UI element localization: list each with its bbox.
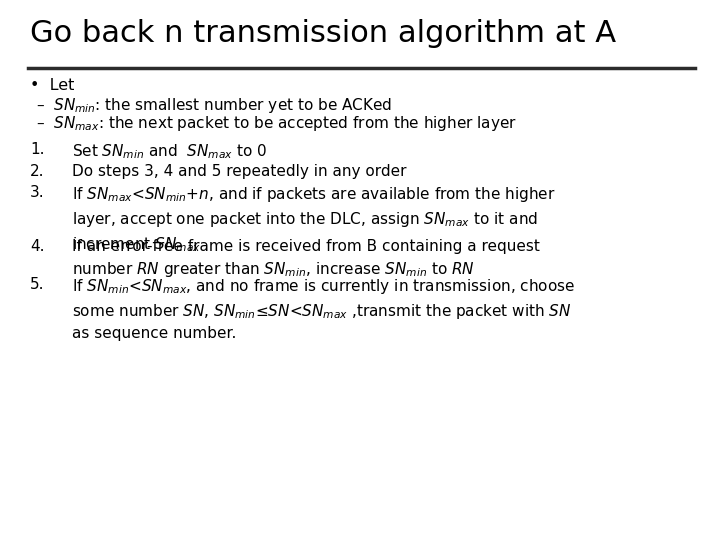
Text: 1.: 1. xyxy=(30,142,45,157)
Text: 3.: 3. xyxy=(30,185,45,200)
Text: 2.: 2. xyxy=(30,164,45,179)
Text: 4.: 4. xyxy=(30,239,45,254)
Text: 20: 20 xyxy=(687,515,702,528)
Text: –  $SN_{max}$: the next packet to be accepted from the higher layer: – $SN_{max}$: the next packet to be acce… xyxy=(36,114,517,133)
Text: If $SN_{max}$<$SN_{min}$+$n$, and if packets are available from the higher
layer: If $SN_{max}$<$SN_{min}$+$n$, and if pac… xyxy=(72,185,556,254)
Text: If $SN_{min}$<$SN_{max}$, and no frame is currently in transmission, choose
some: If $SN_{min}$<$SN_{max}$, and no frame i… xyxy=(72,276,575,341)
Text: Weiqiang Sun: Weiqiang Sun xyxy=(18,515,99,528)
Text: 5.: 5. xyxy=(30,276,45,292)
Text: Set $SN_{min}$ and  $SN_{max}$ to 0: Set $SN_{min}$ and $SN_{max}$ to 0 xyxy=(72,142,267,161)
Text: –  $SN_{min}$: the smallest number yet to be ACKed: – $SN_{min}$: the smallest number yet to… xyxy=(36,96,392,115)
Text: Go back n transmission algorithm at A: Go back n transmission algorithm at A xyxy=(30,19,616,48)
Text: •  Let: • Let xyxy=(30,78,74,93)
Text: If an error-free frame is received from B containing a request
number $RN$ great: If an error-free frame is received from … xyxy=(72,239,540,279)
Text: Do steps 3, 4 and 5 repeatedly in any order: Do steps 3, 4 and 5 repeatedly in any or… xyxy=(72,164,407,179)
